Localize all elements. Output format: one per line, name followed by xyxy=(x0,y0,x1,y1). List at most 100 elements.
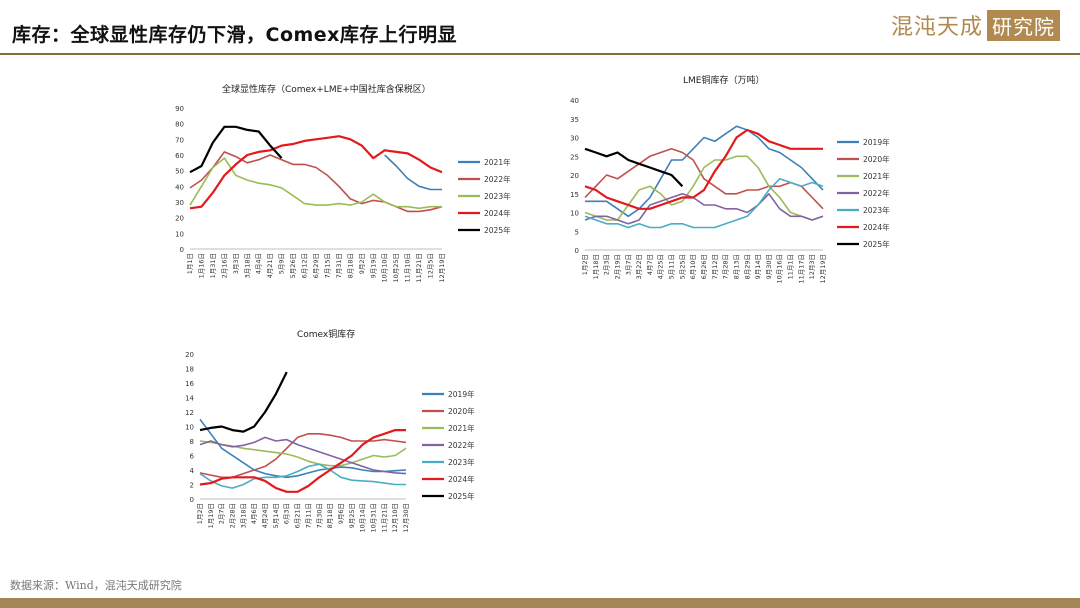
source-note: 数据来源：Wind，混沌天成研究院 xyxy=(10,579,182,592)
legend-label: 2025年 xyxy=(863,239,890,249)
chart3-title: Comex铜库存 xyxy=(297,330,356,340)
logo-text: 混沌天成 xyxy=(890,15,983,40)
y-tick-label: 40 xyxy=(570,97,579,105)
x-tick-label: 6月29日 xyxy=(312,253,320,278)
x-tick-label: 4月4日 xyxy=(255,253,263,274)
series-line-2021年 xyxy=(199,440,407,467)
x-tick-label: 11月17日 xyxy=(797,254,805,284)
series-line-2023年 xyxy=(584,178,824,229)
x-tick-label: 3月18日 xyxy=(239,503,247,528)
y-tick-label: 70 xyxy=(175,136,184,144)
legend-label: 2023年 xyxy=(863,205,890,215)
series-line-2022年 xyxy=(189,151,443,213)
legend-label: 2020年 xyxy=(863,154,890,164)
series-line-2025年 xyxy=(189,125,283,174)
y-tick-label: 35 xyxy=(570,116,579,124)
x-tick-label: 1月2日 xyxy=(196,503,204,524)
x-tick-label: 2月19日 xyxy=(613,254,621,279)
y-tick-label: 20 xyxy=(185,351,194,359)
x-tick-label: 7月28日 xyxy=(722,254,730,279)
x-tick-label: 11月21日 xyxy=(380,503,388,533)
x-tick-label: 3月7日 xyxy=(624,254,632,275)
series-line-2024年 xyxy=(189,135,443,210)
y-tick-label: 20 xyxy=(570,172,579,180)
series-line-2025年 xyxy=(199,371,288,433)
x-tick-label: 10月16日 xyxy=(776,254,784,284)
x-tick-label: 12月10日 xyxy=(391,503,399,533)
legend-label: 2024年 xyxy=(484,208,511,218)
y-tick-label: 10 xyxy=(185,424,194,432)
x-tick-label: 5月14日 xyxy=(272,503,280,528)
y-tick-label: 90 xyxy=(175,105,184,113)
x-tick-label: 3月18日 xyxy=(243,253,251,278)
x-tick-label: 7月31日 xyxy=(335,253,343,278)
legend-label: 2025年 xyxy=(448,491,475,501)
x-tick-label: 5月26日 xyxy=(289,253,297,278)
chart1-plot: 0 10 20 30 40 50 60 70 80 90 1月1日 1月16日 1月31日 2月16日 3月… xyxy=(175,105,511,283)
y-tick-label: 0 xyxy=(180,246,184,254)
series-line-2021年 xyxy=(384,154,442,191)
y-tick-label: 40 xyxy=(175,183,184,191)
x-tick-label: 9月14日 xyxy=(754,254,762,279)
legend-label: 2025年 xyxy=(484,225,511,235)
x-tick-label: 10月25日 xyxy=(392,253,400,283)
x-tick-label: 11月1日 xyxy=(787,254,795,279)
x-tick-label: 3月3日 xyxy=(232,253,240,274)
y-tick-label: 4 xyxy=(190,467,195,475)
series-line-2021年 xyxy=(584,155,824,221)
x-tick-label: 6月21日 xyxy=(294,503,302,528)
page-title: 库存：全球显性库存仍下滑，Comex库存上行明显 xyxy=(12,24,457,46)
x-tick-label: 10月31日 xyxy=(369,503,377,533)
logo-box: 研究院 xyxy=(987,9,1060,41)
y-tick-label: 60 xyxy=(175,152,184,160)
x-tick-label: 7月11日 xyxy=(304,503,312,528)
x-tick-label: 6月10日 xyxy=(689,254,697,279)
x-tick-label: 1月16日 xyxy=(197,253,205,278)
legend-label: 2019年 xyxy=(448,389,475,399)
x-tick-label: 1月1日 xyxy=(186,253,194,274)
y-tick-label: 80 xyxy=(175,121,184,129)
series-line-2019年 xyxy=(585,125,824,218)
series-line-2024年 xyxy=(584,128,823,210)
y-tick-label: 30 xyxy=(570,135,579,143)
y-tick-label: 30 xyxy=(175,199,184,207)
x-tick-label: 1月2日 xyxy=(581,254,589,275)
x-tick-label: 5月9日 xyxy=(278,253,286,274)
x-tick-label: 9月25日 xyxy=(348,503,356,528)
x-tick-label: 12月19日 xyxy=(438,253,446,283)
legend-label: 2023年 xyxy=(484,191,511,201)
x-tick-label: 1月31日 xyxy=(209,253,217,278)
x-tick-label: 3月22日 xyxy=(635,254,643,279)
legend-label: 2024年 xyxy=(448,474,475,484)
x-tick-label: 12月30日 xyxy=(402,503,410,533)
chart3-plot: 0 2 4 6 8 10 12 14 16 18 20 1月2日 1月19日 2月7日 2月28日 3月18日… xyxy=(185,351,475,533)
x-tick-label: 9月30日 xyxy=(765,254,773,279)
x-tick-label: 11月10日 xyxy=(404,253,412,283)
chart2-plot: 0 5 10 15 20 25 30 35 40 1月2日 1月18日 2月3日 2月19日 3月7日 3月… xyxy=(570,97,890,284)
legend-label: 2021年 xyxy=(863,171,890,181)
title-divider xyxy=(0,53,1080,55)
x-tick-label: 11月21日 xyxy=(415,253,423,283)
x-tick-label: 7月30日 xyxy=(315,503,323,528)
series-line-2023年 xyxy=(189,157,442,210)
legend-label: 2023年 xyxy=(448,457,475,467)
x-tick-label: 1月18日 xyxy=(592,254,600,279)
legend-label: 2021年 xyxy=(448,423,475,433)
x-tick-label: 10月14日 xyxy=(359,503,367,533)
x-tick-label: 6月26日 xyxy=(700,254,708,279)
chart2-title: LME铜库存（万吨） xyxy=(683,76,765,86)
legend-label: 2022年 xyxy=(863,188,890,198)
x-tick-label: 9月19日 xyxy=(369,253,377,278)
y-tick-label: 8 xyxy=(190,438,194,446)
x-tick-label: 1月19日 xyxy=(207,503,215,528)
x-tick-label: 8月29日 xyxy=(743,254,751,279)
x-tick-label: 2月16日 xyxy=(220,253,228,278)
x-tick-label: 8月18日 xyxy=(346,253,354,278)
y-tick-label: 20 xyxy=(175,215,184,223)
x-tick-label: 6月12日 xyxy=(301,253,309,278)
x-tick-label: 2月7日 xyxy=(218,503,226,524)
y-tick-label: 5 xyxy=(575,228,579,236)
legend-label: 2022年 xyxy=(448,440,475,450)
series-line-2022年 xyxy=(584,193,824,225)
y-tick-label: 18 xyxy=(185,366,194,374)
